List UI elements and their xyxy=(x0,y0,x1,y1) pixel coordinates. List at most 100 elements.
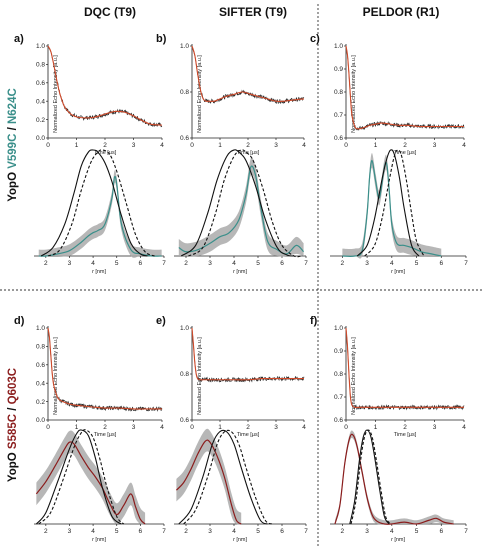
y-tick-label: 0.6 xyxy=(334,417,343,424)
row-label: YopO S585C / Q603C xyxy=(7,368,19,482)
y-tick-label: 1.0 xyxy=(180,43,189,50)
simulated-distribution xyxy=(356,149,420,257)
x-tick-label: 4 xyxy=(160,424,164,431)
distance-panel: 2 3 4 5 6 7 r [nm] xyxy=(174,428,308,543)
y-axis-label: Normalized Echo Intensity [a.u.] xyxy=(351,55,357,133)
x-tick-label: 3 xyxy=(132,424,136,431)
distance-distribution xyxy=(38,175,162,257)
y-tick-label: 1.0 xyxy=(36,43,45,50)
x-tick-label: 3 xyxy=(365,260,369,267)
y-tick-label: 0.8 xyxy=(334,89,343,96)
x-tick-label: 7 xyxy=(162,528,166,535)
y-tick-label: 0.0 xyxy=(36,135,45,142)
x-axis-label: r [nm] xyxy=(391,537,406,543)
panel-letter: d) xyxy=(14,315,25,327)
x-tick-label: 3 xyxy=(433,424,437,431)
row-label-part: YopO xyxy=(7,169,19,202)
uncertainty-band xyxy=(178,157,304,257)
x-tick-label: 1 xyxy=(75,424,79,431)
simulated-distribution-dashed xyxy=(364,149,425,257)
simulated-distribution xyxy=(35,429,122,525)
x-axis-label: Time [µs] xyxy=(237,432,260,438)
x-tick-label: 5 xyxy=(256,528,260,535)
x-tick-label: 4 xyxy=(462,424,466,431)
x-tick-label: 3 xyxy=(274,424,278,431)
time-panel: 0 1 2 3 4 0.6 0.7 0.8 0.9 1.0 Time [µs] Normalized … xyxy=(310,33,466,156)
x-axis-label: Time [µs] xyxy=(237,150,260,156)
x-axis-label: r [nm] xyxy=(391,269,406,275)
x-axis-label-unit: [nm] xyxy=(236,537,247,543)
x-axis-label: r [nm] xyxy=(233,537,248,543)
x-tick-label: 2 xyxy=(103,142,107,149)
uncertainty-band xyxy=(176,428,242,525)
x-tick-label: 6 xyxy=(439,260,443,267)
column-title: SIFTER (T9) xyxy=(219,5,287,19)
time-panel: 0 1 2 3 4 0.0 0.2 0.4 0.6 0.8 1.0 Time [µs] Normaliz… xyxy=(14,33,164,156)
x-tick-label: 2 xyxy=(103,424,107,431)
x-axis-label-unit: [nm] xyxy=(236,269,247,275)
y-tick-label: 0.8 xyxy=(180,89,189,96)
x-tick-label: 2 xyxy=(246,142,250,149)
y-axis-label: Normalized Echo Intensity [a.u.] xyxy=(197,55,203,133)
row-label-part: S585C xyxy=(7,414,19,449)
y-axis-label: Normalized Echo Intensity [a.u.] xyxy=(351,337,357,415)
row-label: YopO V599C / N624C xyxy=(7,88,19,202)
x-tick-label: 4 xyxy=(390,528,394,535)
y-axis-label: Normalized Echo Intensity [a.u.] xyxy=(197,337,203,415)
distance-distribution xyxy=(35,441,146,525)
x-tick-label: 1 xyxy=(374,424,378,431)
x-axis-label-unit: [nm] xyxy=(95,537,106,543)
x-tick-label: 3 xyxy=(274,142,278,149)
x-tick-label: 4 xyxy=(390,260,394,267)
distance-panel: 2 3 4 5 6 7 r [nm] xyxy=(34,149,166,275)
x-tick-label: 3 xyxy=(208,260,212,267)
y-tick-label: 0.7 xyxy=(334,112,343,119)
uncertainty-band xyxy=(342,153,442,259)
x-tick-label: 1 xyxy=(218,142,222,149)
x-tick-label: 5 xyxy=(115,528,119,535)
distance-distribution xyxy=(334,433,454,525)
x-tick-label: 4 xyxy=(302,424,306,431)
data-trace xyxy=(47,327,163,412)
time-panel: 0 1 2 3 4 0.6 0.7 0.8 0.9 1.0 Time [µs] Normalized … xyxy=(310,315,466,438)
row-label-part: / xyxy=(7,124,19,134)
y-tick-label: 0.6 xyxy=(36,80,45,87)
x-axis-label: Time [µs] xyxy=(94,432,117,438)
simulated-distribution-dashed xyxy=(188,149,302,258)
data-trace xyxy=(191,45,305,105)
x-tick-label: 3 xyxy=(68,528,72,535)
row-label-part: Q603C xyxy=(7,368,19,404)
x-tick-label: 2 xyxy=(246,424,250,431)
x-axis-label-var: r xyxy=(233,537,236,543)
x-tick-label: 4 xyxy=(462,142,466,149)
y-tick-label: 0.4 xyxy=(36,380,45,387)
panel-letter: c) xyxy=(310,33,320,45)
y-tick-label: 0.9 xyxy=(334,66,343,73)
x-axis-label: r [nm] xyxy=(92,537,107,543)
y-tick-label: 0.8 xyxy=(36,62,45,69)
y-tick-label: 0.2 xyxy=(36,117,45,124)
y-tick-label: 0.7 xyxy=(334,394,343,401)
x-tick-label: 7 xyxy=(464,260,468,267)
x-tick-label: 0 xyxy=(46,424,50,431)
uncertainty-band xyxy=(38,170,162,258)
data-trace xyxy=(345,45,465,131)
x-tick-label: 4 xyxy=(232,528,236,535)
x-axis-label: Time [µs] xyxy=(394,432,417,438)
fit-line xyxy=(47,327,162,410)
x-axis-label: Time [µs] xyxy=(94,150,117,156)
x-tick-label: 3 xyxy=(68,260,72,267)
x-tick-label: 2 xyxy=(44,260,48,267)
y-tick-label: 1.0 xyxy=(334,43,343,50)
x-tick-label: 3 xyxy=(433,142,437,149)
time-panel: 0 1 2 3 4 0.0 0.2 0.4 0.6 0.8 1.0 Time [µs] Normaliz… xyxy=(14,315,164,438)
panel-letter: e) xyxy=(156,315,166,327)
x-tick-label: 2 xyxy=(44,528,48,535)
x-tick-label: 6 xyxy=(280,528,284,535)
x-tick-label: 5 xyxy=(115,260,119,267)
x-tick-label: 6 xyxy=(439,528,443,535)
x-tick-label: 2 xyxy=(341,260,345,267)
panel-letter: a) xyxy=(14,33,24,45)
x-tick-label: 6 xyxy=(139,528,143,535)
column-title: PELDOR (R1) xyxy=(363,5,440,19)
